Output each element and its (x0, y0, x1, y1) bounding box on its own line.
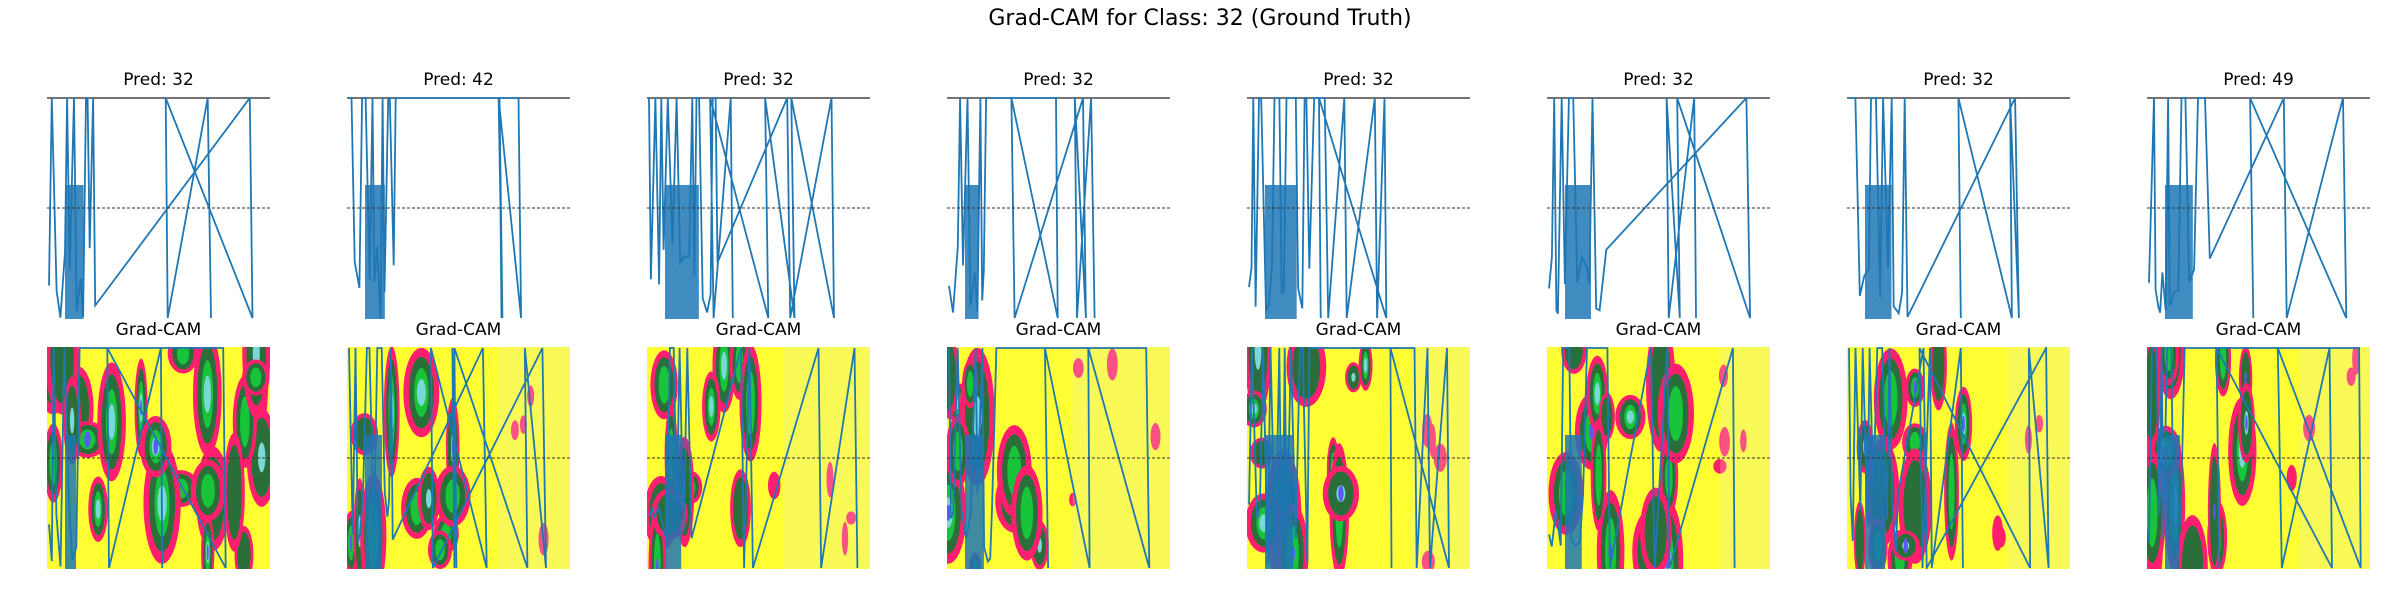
signal-panel (47, 97, 270, 319)
pred-title: Pred: 32 (1023, 70, 1094, 90)
signal-line (348, 347, 547, 569)
gradcam-panel (347, 347, 570, 569)
gradcam-panel (1547, 347, 1770, 569)
signal-line (1248, 97, 1388, 319)
signal-line (1849, 97, 2020, 319)
signal-line (648, 97, 835, 319)
signal-panel (647, 97, 870, 319)
signal-panel (1547, 97, 1770, 319)
pred-title: Pred: 32 (123, 70, 194, 90)
pred-title: Pred: 32 (1923, 70, 1994, 90)
pred-title: Pred: 49 (2223, 70, 2294, 90)
gradcam-title: Grad-CAM (1915, 320, 2002, 340)
signal-line (948, 347, 1151, 569)
gradcam-panel (947, 347, 1170, 569)
signal-line (2148, 347, 2362, 569)
gradcam-title: Grad-CAM (415, 320, 502, 340)
gradcam-panel (1847, 347, 2070, 569)
gradcam-title: Grad-CAM (2215, 320, 2302, 340)
figure-title: Grad-CAM for Class: 32 (Ground Truth) (988, 6, 1412, 31)
signal-line (349, 97, 522, 319)
pred-title: Pred: 32 (1623, 70, 1694, 90)
signal-line (2148, 97, 2348, 319)
gradcam-title: Grad-CAM (1015, 320, 1102, 340)
signal-line (1848, 347, 2050, 569)
gradcam-panel (1247, 347, 1470, 569)
signal-panel (947, 97, 1170, 319)
gradcam-panel (47, 347, 270, 569)
pred-title: Pred: 32 (723, 70, 794, 90)
gradcam-panel (2147, 347, 2370, 569)
signal-panel (2147, 97, 2370, 319)
signal-panel (1247, 97, 1470, 319)
gradcam-title: Grad-CAM (115, 320, 202, 340)
signal-line (1248, 347, 1450, 569)
gradcam-title: Grad-CAM (715, 320, 802, 340)
signal-panel (1847, 97, 2070, 319)
signal-line (948, 97, 1096, 319)
signal-line (1548, 347, 1736, 569)
pred-title: Pred: 42 (423, 70, 494, 90)
signal-line (1548, 97, 1751, 319)
gradcam-title: Grad-CAM (1315, 320, 1402, 340)
signal-line (648, 347, 859, 569)
gradcam-panel (647, 347, 870, 569)
gradcam-title: Grad-CAM (1615, 320, 1702, 340)
signal-panel (347, 97, 570, 319)
pred-title: Pred: 32 (1323, 70, 1394, 90)
